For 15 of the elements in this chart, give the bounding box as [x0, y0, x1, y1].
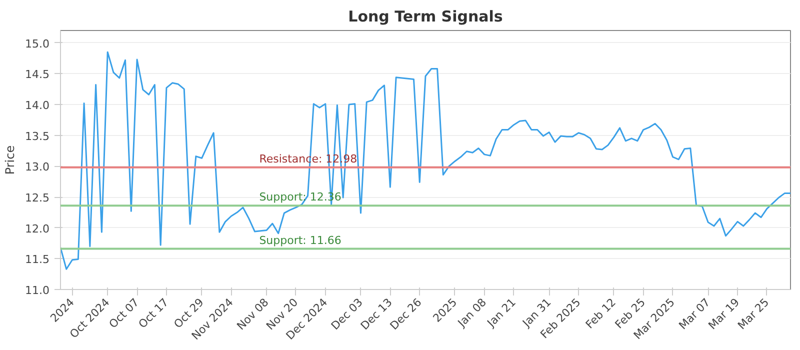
y-tick-label: 11.5: [25, 253, 50, 266]
chart-title: Long Term Signals: [348, 8, 503, 26]
x-tick-label: Jan 21: [484, 296, 518, 330]
y-tick-label: 15.0: [25, 37, 50, 50]
ref-line-label: Support: 11.66: [259, 234, 342, 247]
y-axis-title: Price: [3, 145, 18, 175]
y-tick-label: 14.5: [25, 68, 50, 82]
y-tick-label: 13.5: [25, 130, 50, 143]
y-tick-label: 12.5: [25, 192, 50, 204]
line-series: [60, 51, 790, 270]
x-tick-label: Oct 17: [136, 296, 172, 331]
y-tick-label: 13.0: [25, 160, 50, 174]
y-tick-label: 14.0: [25, 99, 50, 112]
y-tick-label: 11.0: [25, 284, 50, 297]
y-tick-label: 12.0: [25, 222, 50, 236]
